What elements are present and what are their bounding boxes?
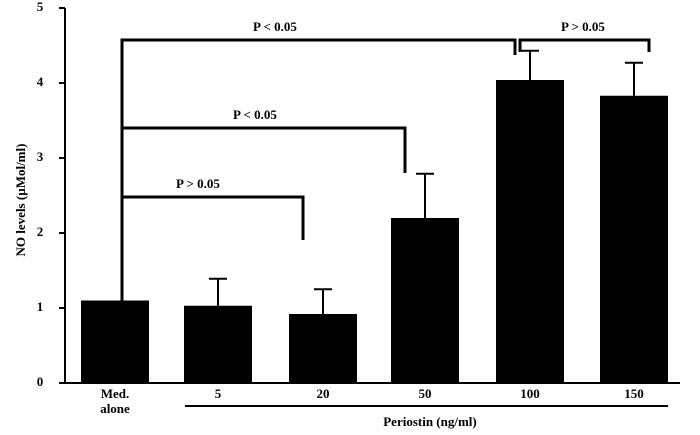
bar — [391, 218, 459, 383]
significance-label: P > 0.05 — [561, 19, 605, 34]
y-tick-label: 0 — [37, 374, 44, 389]
y-tick-label: 3 — [37, 149, 44, 164]
x-tick-label: Med. alone — [100, 386, 130, 416]
x-tick-label: 50 — [418, 386, 432, 401]
y-tick-label: 2 — [37, 224, 44, 239]
bar — [496, 80, 564, 383]
bar — [289, 314, 357, 383]
y-tick-label: 4 — [37, 74, 44, 89]
significance-bracket — [120, 126, 407, 301]
bar — [600, 95, 668, 383]
x-tick-label: 150 — [624, 386, 644, 401]
significance-label: P < 0.05 — [233, 107, 277, 122]
significance-label: P < 0.05 — [253, 19, 297, 34]
y-tick-label: 5 — [37, 0, 44, 14]
bar — [81, 300, 149, 383]
x-tick-label: 5 — [214, 386, 222, 401]
y-tick-label: 1 — [37, 299, 44, 314]
x-tick-label: 20 — [316, 386, 330, 401]
x-axis-label: Periostin (ng/ml) — [383, 414, 477, 429]
y-axis-label: NO levels (µMol/ml) — [13, 144, 28, 257]
significance-bracket — [120, 195, 305, 301]
x-tick-label: 100 — [520, 386, 540, 401]
significance-bracket — [518, 38, 651, 52]
bar — [184, 305, 252, 383]
significance-label: P > 0.05 — [176, 176, 220, 191]
